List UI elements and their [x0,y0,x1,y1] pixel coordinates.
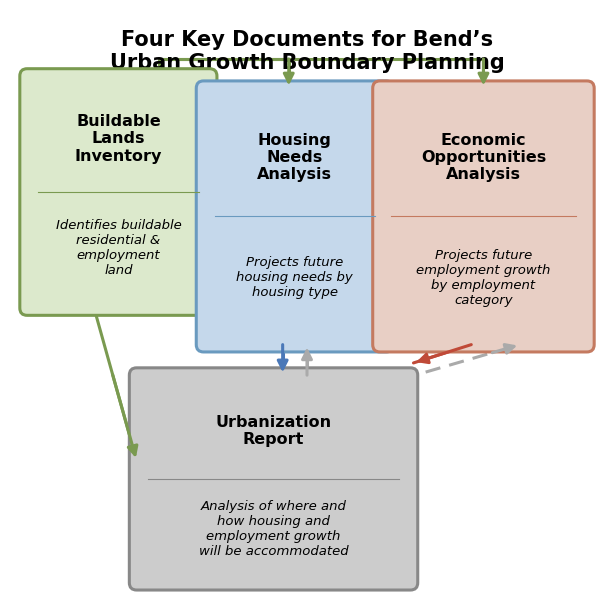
Text: Projects future
housing needs by
housing type: Projects future housing needs by housing… [236,256,353,299]
Text: Urbanization
Report: Urbanization Report [216,415,332,447]
Text: Analysis of where and
how housing and
employment growth
will be accommodated: Analysis of where and how housing and em… [199,500,348,557]
Text: Identifies buildable
residential &
employment
land: Identifies buildable residential & emplo… [55,219,181,277]
Text: Housing
Needs
Analysis: Housing Needs Analysis [257,132,332,182]
Text: Buildable
Lands
Inventory: Buildable Lands Inventory [75,114,162,164]
Text: Four Key Documents for Bend’s
Urban Growth Boundary Planning: Four Key Documents for Bend’s Urban Grow… [110,30,504,73]
FancyBboxPatch shape [373,81,594,352]
FancyBboxPatch shape [20,69,217,315]
Text: Projects future
employment growth
by employment
category: Projects future employment growth by emp… [416,249,551,307]
Text: Economic
Opportunities
Analysis: Economic Opportunities Analysis [421,132,546,182]
FancyBboxPatch shape [130,368,418,590]
FancyBboxPatch shape [196,81,394,352]
